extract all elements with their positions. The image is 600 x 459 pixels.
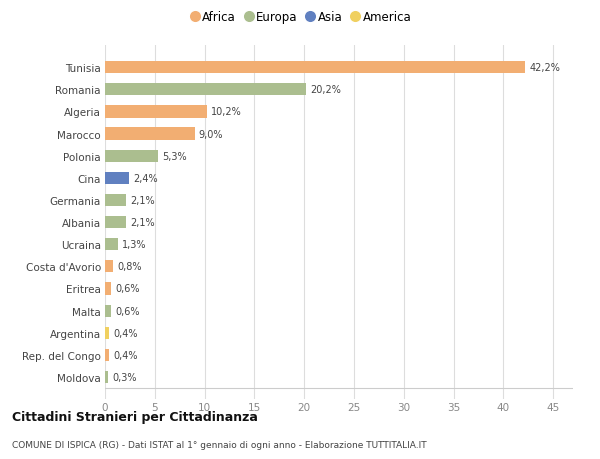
Text: 2,1%: 2,1%	[130, 218, 155, 228]
Text: 10,2%: 10,2%	[211, 107, 241, 117]
Bar	[105, 283, 111, 295]
Text: COMUNE DI ISPICA (RG) - Dati ISTAT al 1° gennaio di ogni anno - Elaborazione TUT: COMUNE DI ISPICA (RG) - Dati ISTAT al 1°…	[12, 441, 427, 449]
Bar	[105, 195, 126, 207]
Text: 0,8%: 0,8%	[117, 262, 142, 272]
Bar	[105, 62, 525, 74]
Text: 0,6%: 0,6%	[115, 284, 139, 294]
Text: 0,3%: 0,3%	[112, 372, 136, 382]
Text: Cittadini Stranieri per Cittadinanza: Cittadini Stranieri per Cittadinanza	[12, 410, 258, 423]
Text: 20,2%: 20,2%	[310, 85, 341, 95]
Bar	[105, 261, 113, 273]
Bar	[105, 106, 206, 118]
Text: 9,0%: 9,0%	[199, 129, 223, 139]
Bar	[105, 305, 111, 317]
Bar	[105, 84, 306, 96]
Bar	[105, 217, 126, 229]
Bar	[105, 150, 158, 162]
Bar	[105, 239, 118, 251]
Text: 1,3%: 1,3%	[122, 240, 146, 250]
Text: 5,3%: 5,3%	[162, 151, 187, 162]
Text: 0,4%: 0,4%	[113, 328, 137, 338]
Text: 0,4%: 0,4%	[113, 350, 137, 360]
Bar	[105, 327, 109, 339]
Bar	[105, 371, 108, 383]
Text: 2,4%: 2,4%	[133, 174, 158, 184]
Text: 0,6%: 0,6%	[115, 306, 139, 316]
Bar	[105, 128, 194, 140]
Text: 2,1%: 2,1%	[130, 196, 155, 206]
Bar	[105, 349, 109, 361]
Legend: Africa, Europa, Asia, America: Africa, Europa, Asia, America	[192, 11, 412, 24]
Text: 42,2%: 42,2%	[529, 63, 560, 73]
Bar	[105, 173, 129, 185]
